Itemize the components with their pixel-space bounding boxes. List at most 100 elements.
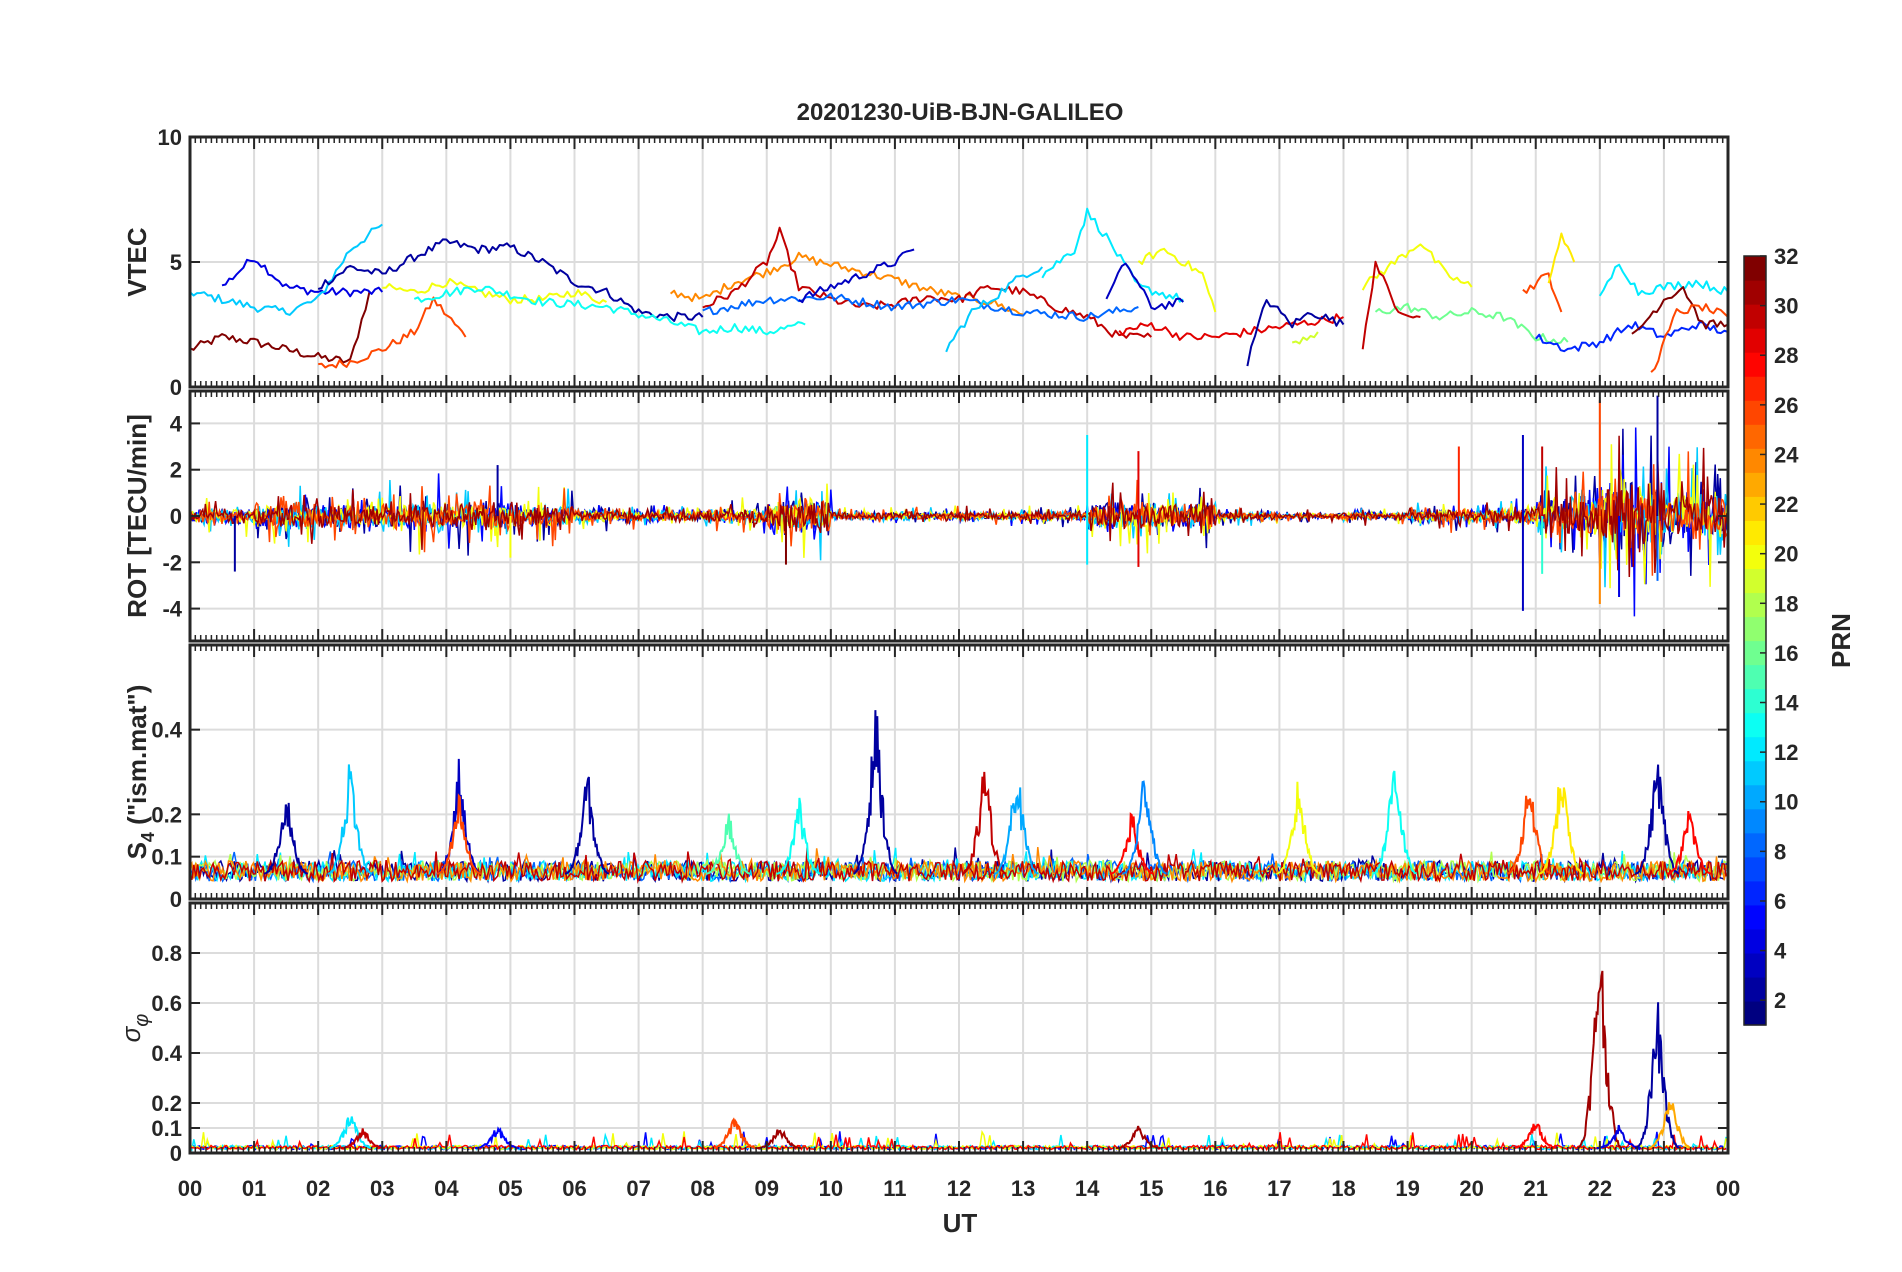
s4-spike xyxy=(962,771,1007,875)
vtec-series-line xyxy=(382,277,607,305)
panel-frame xyxy=(188,901,1730,1155)
colorbar-segment xyxy=(1744,640,1766,666)
x-tick-label: 13 xyxy=(1011,1176,1035,1201)
vtec-series-line xyxy=(945,266,1044,353)
colorbar-segment xyxy=(1744,544,1766,570)
y-tick-label: 0.2 xyxy=(151,1091,182,1116)
vtec-series-line xyxy=(1137,247,1217,313)
colorbar-segment xyxy=(1744,352,1766,377)
colorbar-segment xyxy=(1744,424,1766,449)
x-tick-label: 05 xyxy=(498,1176,522,1201)
colorbar-segment xyxy=(1744,880,1766,906)
colorbar-tick-label: 16 xyxy=(1774,641,1798,666)
colorbar-segment xyxy=(1744,784,1766,810)
colorbar-tick-label: 20 xyxy=(1774,542,1798,567)
colorbar-tick-label: 12 xyxy=(1774,740,1798,765)
colorbar-segment xyxy=(1744,496,1766,521)
vtec-series-line xyxy=(1291,331,1319,345)
vtec-series-line xyxy=(702,226,1152,339)
panel-data xyxy=(190,710,1727,885)
s4-spike xyxy=(263,802,309,875)
y-tick-label: 0 xyxy=(170,504,182,529)
vtec-series-line xyxy=(702,292,1139,322)
colorbar-tick-label: 28 xyxy=(1774,343,1798,368)
vtec-series-line xyxy=(221,258,384,298)
colorbar-tick-label: 14 xyxy=(1774,691,1799,716)
chart-title: 20201230-UiB-BJN-GALILEO xyxy=(797,99,1124,126)
panel-frame xyxy=(188,643,1730,901)
s4-spike xyxy=(1372,770,1417,875)
s4-spike xyxy=(1109,812,1154,875)
x-tick-label: 11 xyxy=(883,1176,906,1201)
x-tick-label: 14 xyxy=(1075,1176,1100,1201)
x-tick-label: 04 xyxy=(434,1176,459,1201)
vtec-series-line xyxy=(1650,303,1728,373)
panel-data xyxy=(190,395,1728,617)
colorbar-tick-label: 32 xyxy=(1774,244,1798,269)
x-tick-label: 06 xyxy=(562,1176,586,1201)
x-tick-label: 21 xyxy=(1524,1176,1548,1201)
s4-spike xyxy=(776,797,821,875)
x-axis-label: UT xyxy=(943,1208,978,1238)
x-tick-label: 03 xyxy=(370,1176,394,1201)
colorbar-segment xyxy=(1744,304,1766,329)
sigma_phi-spike xyxy=(1596,1124,1641,1149)
x-tick-label: 23 xyxy=(1652,1176,1676,1201)
vtec-series-line xyxy=(1041,207,1184,303)
x-minor-ticks xyxy=(194,137,1724,387)
x-tick-label: 07 xyxy=(626,1176,650,1201)
s4-spike xyxy=(994,787,1039,875)
y-tick-label: 10 xyxy=(158,125,182,150)
x-tick-label: 12 xyxy=(947,1176,971,1201)
colorbar-segment xyxy=(1744,808,1766,834)
colorbar-tick-label: 30 xyxy=(1774,294,1798,319)
y-tick-label: 2 xyxy=(170,458,182,483)
colorbar-tick-label: 10 xyxy=(1774,790,1798,815)
vtec-series-line xyxy=(190,291,371,364)
colorbar-tick-label: 2 xyxy=(1774,988,1786,1013)
y-tick-label: 0.4 xyxy=(151,1041,182,1066)
colorbar-label: PRN xyxy=(1826,613,1856,668)
colorbar-segment xyxy=(1744,472,1766,497)
panel-data xyxy=(190,207,1728,373)
colorbar-segment xyxy=(1744,376,1766,401)
colorbar-tick-label: 6 xyxy=(1774,889,1786,914)
sigma_phi-spike xyxy=(757,1129,802,1149)
colorbar-frame xyxy=(1743,255,1767,1026)
vtec-series-line xyxy=(1118,313,1344,341)
colorbar-tick-label: 26 xyxy=(1774,393,1798,418)
sigma_phi-spike xyxy=(1577,970,1623,1149)
s4-spike xyxy=(1506,795,1552,875)
colorbar-segment xyxy=(1744,280,1766,305)
y-tick-label: 0.8 xyxy=(151,941,182,966)
colorbar-segment xyxy=(1744,616,1766,642)
x-tick-label: 19 xyxy=(1395,1176,1419,1201)
colorbar-segment xyxy=(1744,520,1766,545)
sigma_phi-spike xyxy=(1116,1125,1161,1149)
colorbar-tick-label: 4 xyxy=(1774,939,1787,964)
sigma_phi-spike xyxy=(1513,1123,1558,1149)
panel-s4: 0 0.1 0.2 0.4S4 ("ism.mat") xyxy=(122,643,1730,912)
y-tick-label: 0 xyxy=(170,1141,182,1166)
vtec-series-line xyxy=(1522,272,1563,313)
y-tick-label: 4 xyxy=(170,411,183,436)
colorbar-segment xyxy=(1744,928,1766,954)
colorbar-segment xyxy=(1744,976,1766,1002)
vtec-series-line xyxy=(1535,321,1728,353)
vtec-series-line xyxy=(1547,232,1576,284)
colorbar-segment xyxy=(1744,832,1766,858)
vtec-series-line xyxy=(1631,286,1728,335)
x-minor-ticks xyxy=(194,645,1724,899)
x-tick-label: 17 xyxy=(1267,1176,1291,1201)
colorbar-segment xyxy=(1744,256,1766,281)
colorbar-segment xyxy=(1744,952,1766,978)
y-axis-label: ROT [TECU/min] xyxy=(122,414,152,618)
y-axis-label: S4 ("ism.mat") xyxy=(122,685,158,860)
x-tick-label: 18 xyxy=(1331,1176,1355,1201)
sigma_phi-spike xyxy=(712,1117,757,1149)
x-tick-label: 10 xyxy=(819,1176,843,1201)
x-tick-label: 22 xyxy=(1588,1176,1612,1201)
y-axis-label: σφ xyxy=(116,1014,153,1043)
